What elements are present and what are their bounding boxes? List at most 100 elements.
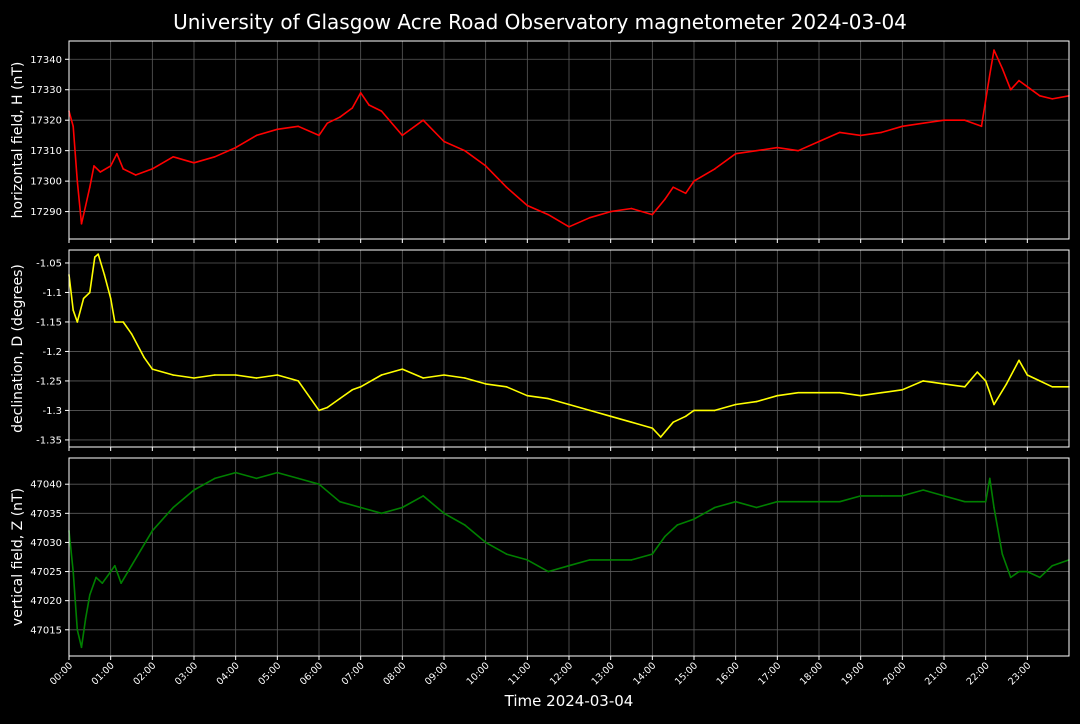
data-point bbox=[380, 374, 383, 376]
data-point bbox=[422, 119, 424, 121]
data-point bbox=[359, 91, 362, 94]
data-point bbox=[684, 415, 687, 418]
data-point bbox=[109, 165, 112, 167]
data-point bbox=[89, 186, 91, 189]
data-point bbox=[276, 471, 279, 474]
data-point bbox=[84, 617, 87, 619]
data-point bbox=[859, 495, 862, 497]
data-point bbox=[380, 110, 383, 112]
y-axis-label-top: horizontal field, H (nT) bbox=[10, 62, 26, 219]
y-tick-label: 17310 bbox=[30, 146, 62, 157]
data-point bbox=[734, 403, 737, 406]
data-point bbox=[1026, 570, 1029, 573]
y-tick-label: 17340 bbox=[30, 55, 62, 66]
data-point bbox=[134, 174, 137, 176]
data-point bbox=[672, 421, 674, 424]
y-tick-label: 17290 bbox=[30, 207, 62, 218]
data-point bbox=[1039, 576, 1041, 579]
data-point bbox=[1001, 553, 1004, 555]
x-axis-label: Time 2024-03-04 bbox=[504, 692, 634, 710]
data-point bbox=[693, 409, 695, 412]
data-point bbox=[297, 380, 299, 382]
data-point bbox=[714, 168, 716, 170]
y-tick-label: 17300 bbox=[30, 177, 62, 188]
data-point bbox=[734, 500, 737, 503]
data-point bbox=[693, 180, 695, 182]
data-point bbox=[1051, 564, 1054, 567]
data-point bbox=[130, 332, 133, 335]
data-point bbox=[922, 489, 924, 491]
data-point bbox=[589, 409, 591, 412]
data-point bbox=[630, 559, 633, 561]
data-point bbox=[94, 256, 96, 258]
data-point bbox=[980, 125, 983, 128]
data-point bbox=[214, 374, 216, 376]
data-point bbox=[526, 204, 529, 207]
data-point bbox=[993, 49, 995, 51]
data-point bbox=[922, 380, 924, 382]
panel-middle: -1.05 -1.1 -1.15 -1.2 -1.25 -1.3 -1.35 declinat… bbox=[10, 249, 1070, 451]
data-point bbox=[943, 495, 945, 497]
data-point bbox=[659, 436, 662, 438]
data-point bbox=[818, 140, 820, 143]
data-point bbox=[80, 222, 83, 225]
chart-title: University of Glasgow Acre Road Observat… bbox=[173, 10, 907, 34]
data-point bbox=[609, 559, 612, 561]
data-point bbox=[989, 73, 991, 76]
data-point bbox=[339, 116, 341, 118]
data-point bbox=[443, 512, 445, 515]
data-point bbox=[589, 559, 591, 561]
data-point bbox=[297, 477, 299, 480]
data-point bbox=[76, 628, 79, 631]
data-point bbox=[755, 506, 758, 509]
data-point bbox=[1005, 383, 1008, 385]
data-point bbox=[76, 321, 79, 323]
data-point bbox=[1018, 79, 1020, 82]
data-point bbox=[797, 500, 799, 503]
data-point bbox=[818, 391, 820, 394]
data-point bbox=[109, 570, 112, 573]
data-point bbox=[97, 253, 99, 255]
data-point bbox=[359, 386, 362, 388]
data-point bbox=[755, 400, 758, 403]
data-point bbox=[984, 500, 987, 503]
data-point bbox=[116, 152, 118, 155]
data-point bbox=[684, 192, 687, 195]
panel-bottom: 47015 47020 47025 47030 47035 47040 vertical f… bbox=[10, 457, 1070, 660]
data-point bbox=[89, 291, 91, 294]
data-point bbox=[339, 500, 341, 503]
data-point bbox=[734, 152, 737, 155]
data-point bbox=[484, 541, 487, 544]
data-point bbox=[943, 119, 945, 121]
y-tick-label: 47015 bbox=[30, 625, 62, 636]
data-point bbox=[193, 377, 195, 379]
data-point bbox=[464, 524, 466, 526]
data-point bbox=[89, 594, 91, 596]
data-point bbox=[193, 489, 195, 491]
data-point bbox=[93, 165, 95, 167]
data-point bbox=[339, 397, 341, 400]
data-point bbox=[351, 107, 354, 109]
data-point bbox=[359, 506, 362, 509]
data-point bbox=[984, 380, 987, 382]
y-tick-label: -1.3 bbox=[42, 406, 62, 417]
y-tick-label: -1.05 bbox=[36, 258, 62, 269]
data-point bbox=[172, 155, 174, 158]
data-point bbox=[297, 125, 299, 128]
data-point bbox=[318, 134, 320, 137]
data-point bbox=[255, 477, 258, 480]
data-point bbox=[82, 297, 85, 300]
y-axis-label-middle: declination, D (degrees) bbox=[10, 264, 26, 433]
data-point bbox=[234, 146, 237, 149]
data-point bbox=[172, 506, 174, 509]
data-point bbox=[276, 374, 279, 376]
data-point bbox=[484, 165, 487, 167]
data-point bbox=[72, 125, 74, 128]
data-point bbox=[1039, 95, 1041, 97]
data-point bbox=[484, 383, 487, 385]
data-point bbox=[122, 321, 124, 323]
data-point bbox=[776, 500, 779, 503]
y-tick-label: 47025 bbox=[30, 567, 62, 578]
